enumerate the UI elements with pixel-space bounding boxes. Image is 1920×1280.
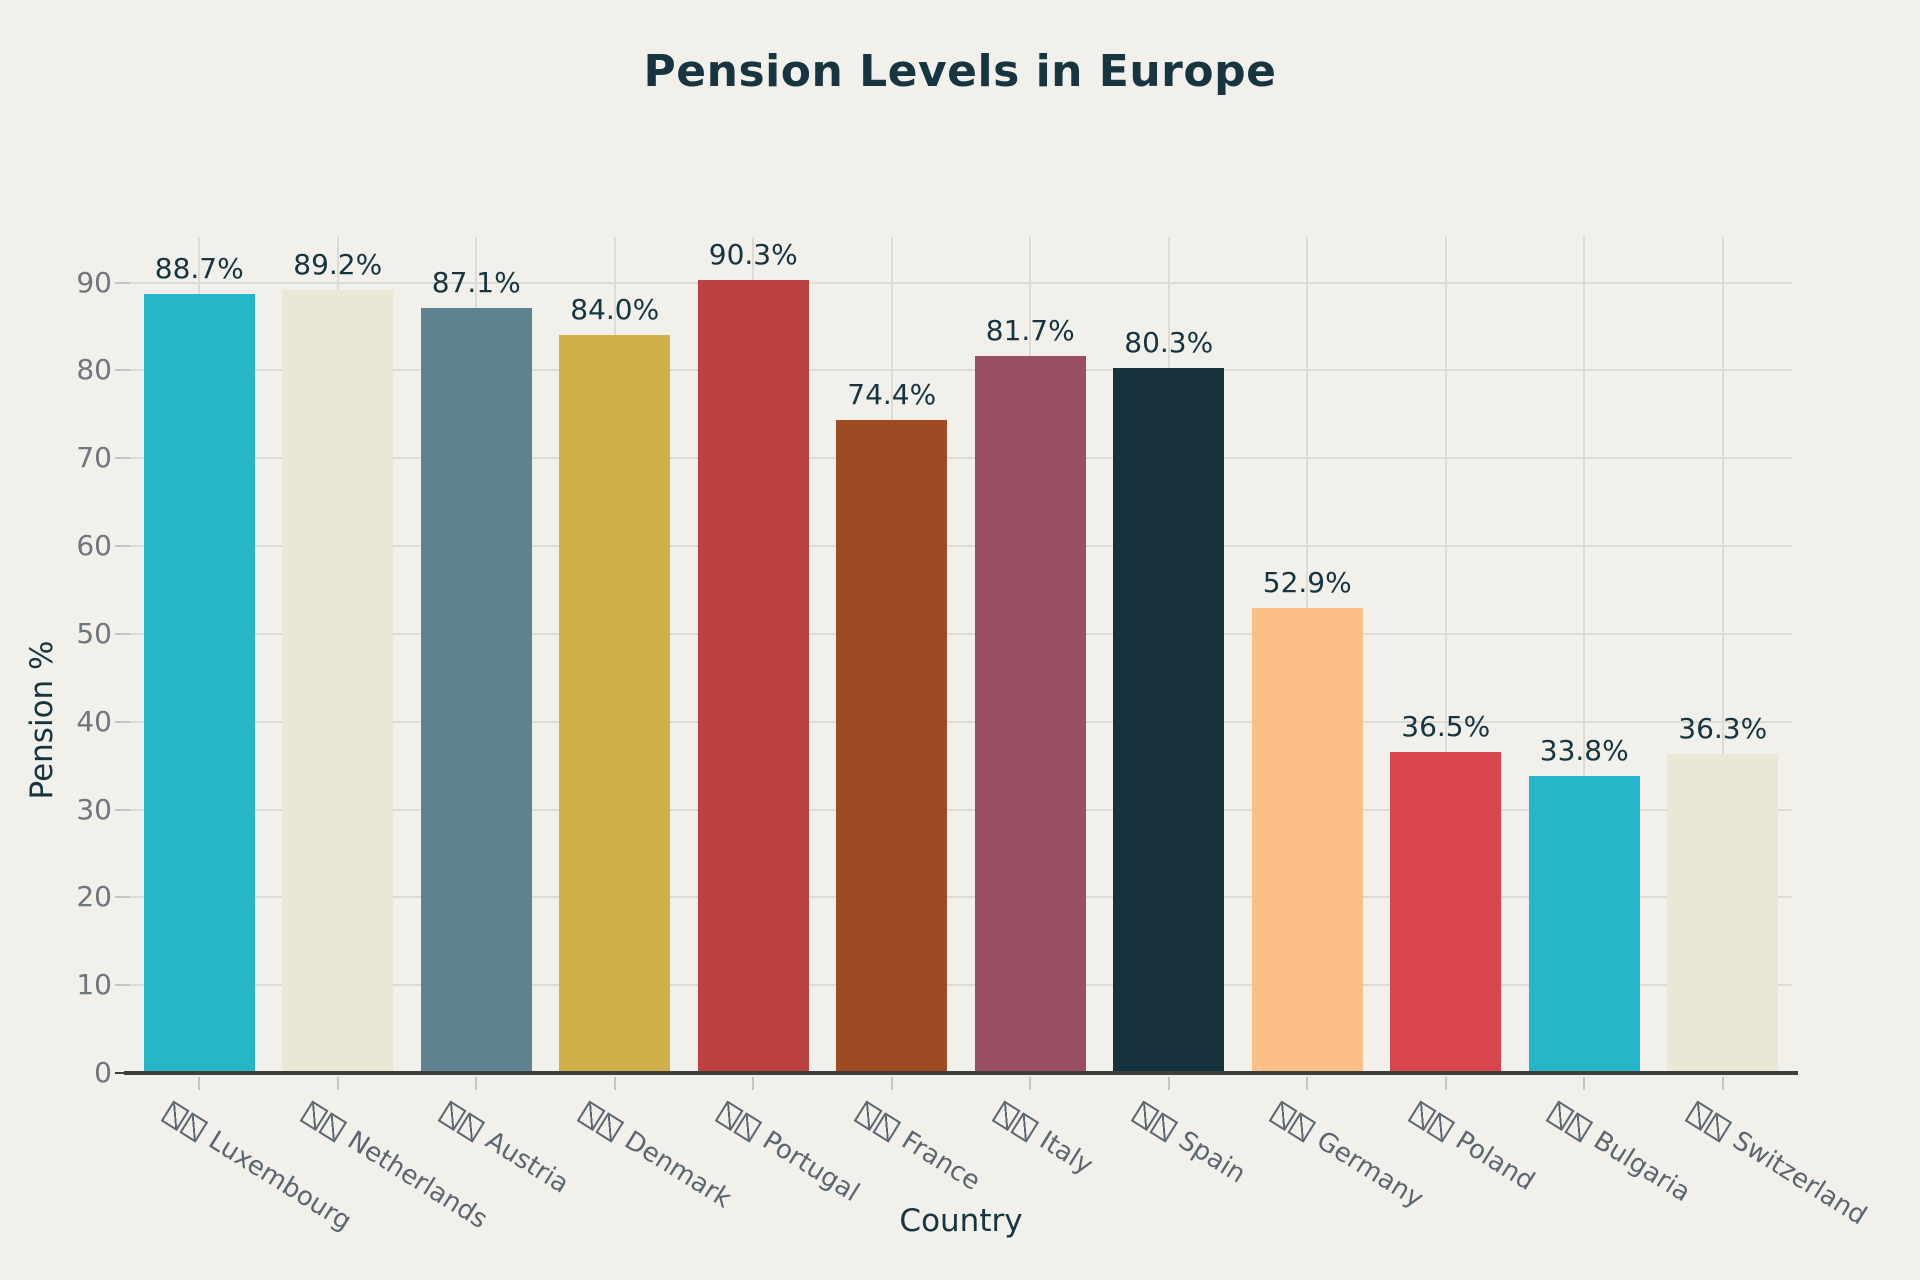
y-tick-mark-90 [115, 281, 130, 284]
y-tick-label-50: 50 [76, 616, 112, 650]
x-tick-mark-poland [1444, 1077, 1447, 1090]
x-tick-label-bulgaria: Bulgaria [1544, 1098, 1696, 1209]
y-tick-mark-50 [115, 632, 130, 635]
bar-luxembourg [143, 294, 255, 1073]
y-tick-mark-0 [115, 1072, 130, 1074]
x-tick-country-name: Portugal [757, 1125, 865, 1209]
x-tick-label-italy: Italy [990, 1098, 1098, 1181]
gridline-h-50 [130, 632, 1792, 635]
y-tick-label-60: 60 [76, 529, 112, 563]
x-tick-label-france: France [852, 1098, 985, 1197]
gridline-v-bulgaria [1583, 237, 1586, 1073]
x-tick-country-name: Denmark [618, 1125, 737, 1215]
y-tick-mark-10 [115, 984, 130, 987]
x-tick-label-germany: Germany [1267, 1098, 1429, 1215]
bar-italy [974, 355, 1086, 1073]
x-tick-label-portugal: Portugal [713, 1098, 865, 1209]
y-tick-mark-20 [115, 896, 130, 899]
bar-denmark [559, 335, 671, 1073]
y-tick-label-20: 20 [76, 880, 112, 914]
y-tick-label-40: 40 [76, 704, 112, 738]
gridline-h-40 [130, 720, 1792, 723]
x-tick-mark-austria [475, 1077, 478, 1090]
plot-area [130, 237, 1792, 1073]
x-tick-mark-italy [1029, 1077, 1032, 1090]
x-tick-mark-france [890, 1077, 893, 1090]
y-tick-label-10: 10 [76, 968, 112, 1002]
y-tick-mark-30 [115, 808, 130, 811]
gridline-v-poland [1444, 237, 1447, 1073]
x-tick-country-name: Poland [1449, 1125, 1540, 1198]
gridline-h-10 [130, 984, 1792, 987]
y-tick-mark-80 [115, 369, 130, 372]
y-tick-label-30: 30 [76, 792, 112, 826]
x-tick-mark-portugal [752, 1077, 755, 1090]
chart-title: Pension Levels in Europe [643, 46, 1277, 97]
x-tick-mark-spain [1167, 1077, 1170, 1090]
bar-germany [1251, 608, 1363, 1073]
bar-bulgaria [1528, 776, 1640, 1073]
y-tick-mark-60 [115, 545, 130, 548]
bar-spain [1113, 367, 1225, 1073]
y-tick-label-70: 70 [76, 441, 112, 475]
bar-portugal [697, 280, 809, 1073]
x-tick-country-name: Switzerland [1726, 1125, 1872, 1232]
x-tick-country-name: France [895, 1125, 986, 1197]
x-tick-country-name: Spain [1172, 1125, 1251, 1190]
y-tick-label-0: 0 [94, 1056, 112, 1089]
bars-layer [130, 237, 1792, 1073]
gridline-h-90 [130, 281, 1792, 284]
bar-poland [1390, 752, 1502, 1073]
x-tick-label-poland: Poland [1406, 1098, 1540, 1198]
gridline-h-80 [130, 369, 1792, 372]
x-tick-country-name: Italy [1034, 1125, 1099, 1181]
x-tick-label-denmark: Denmark [575, 1098, 736, 1214]
x-tick-mark-bulgaria [1583, 1077, 1586, 1090]
y-tick-label-80: 80 [76, 353, 112, 387]
x-tick-mark-switzerland [1721, 1077, 1724, 1090]
x-tick-mark-luxembourg [198, 1077, 201, 1090]
y-tick-mark-70 [115, 457, 130, 460]
x-tick-label-switzerland: Switzerland [1683, 1098, 1872, 1232]
gridline-v-switzerland [1721, 237, 1724, 1073]
x-tick-label-spain: Spain [1129, 1098, 1251, 1190]
x-tick-mark-netherlands [336, 1077, 339, 1090]
x-tick-country-name: Austria [480, 1125, 575, 1200]
x-tick-mark-germany [1306, 1077, 1309, 1090]
x-tick-country-name: Germany [1311, 1125, 1429, 1215]
gridline-h-30 [130, 808, 1792, 811]
y-tick-mark-40 [115, 720, 130, 723]
bar-netherlands [282, 289, 394, 1073]
x-tick-label-austria: Austria [436, 1098, 574, 1200]
y-tick-label-90: 90 [76, 265, 112, 299]
x-axis-line [124, 1071, 1798, 1075]
gridline-h-20 [130, 896, 1792, 899]
bar-france [836, 419, 948, 1073]
x-axis-title: Country [899, 1203, 1023, 1239]
bar-austria [420, 308, 532, 1073]
bar-switzerland [1667, 754, 1779, 1073]
y-tick-labels: 0 10 20 30 40 50 60 70 80 90 [0, 0, 130, 1280]
gridline-h-60 [130, 545, 1792, 548]
x-tick-country-name: Bulgaria [1588, 1125, 1696, 1209]
x-tick-mark-denmark [613, 1077, 616, 1090]
gridline-h-70 [130, 457, 1792, 460]
